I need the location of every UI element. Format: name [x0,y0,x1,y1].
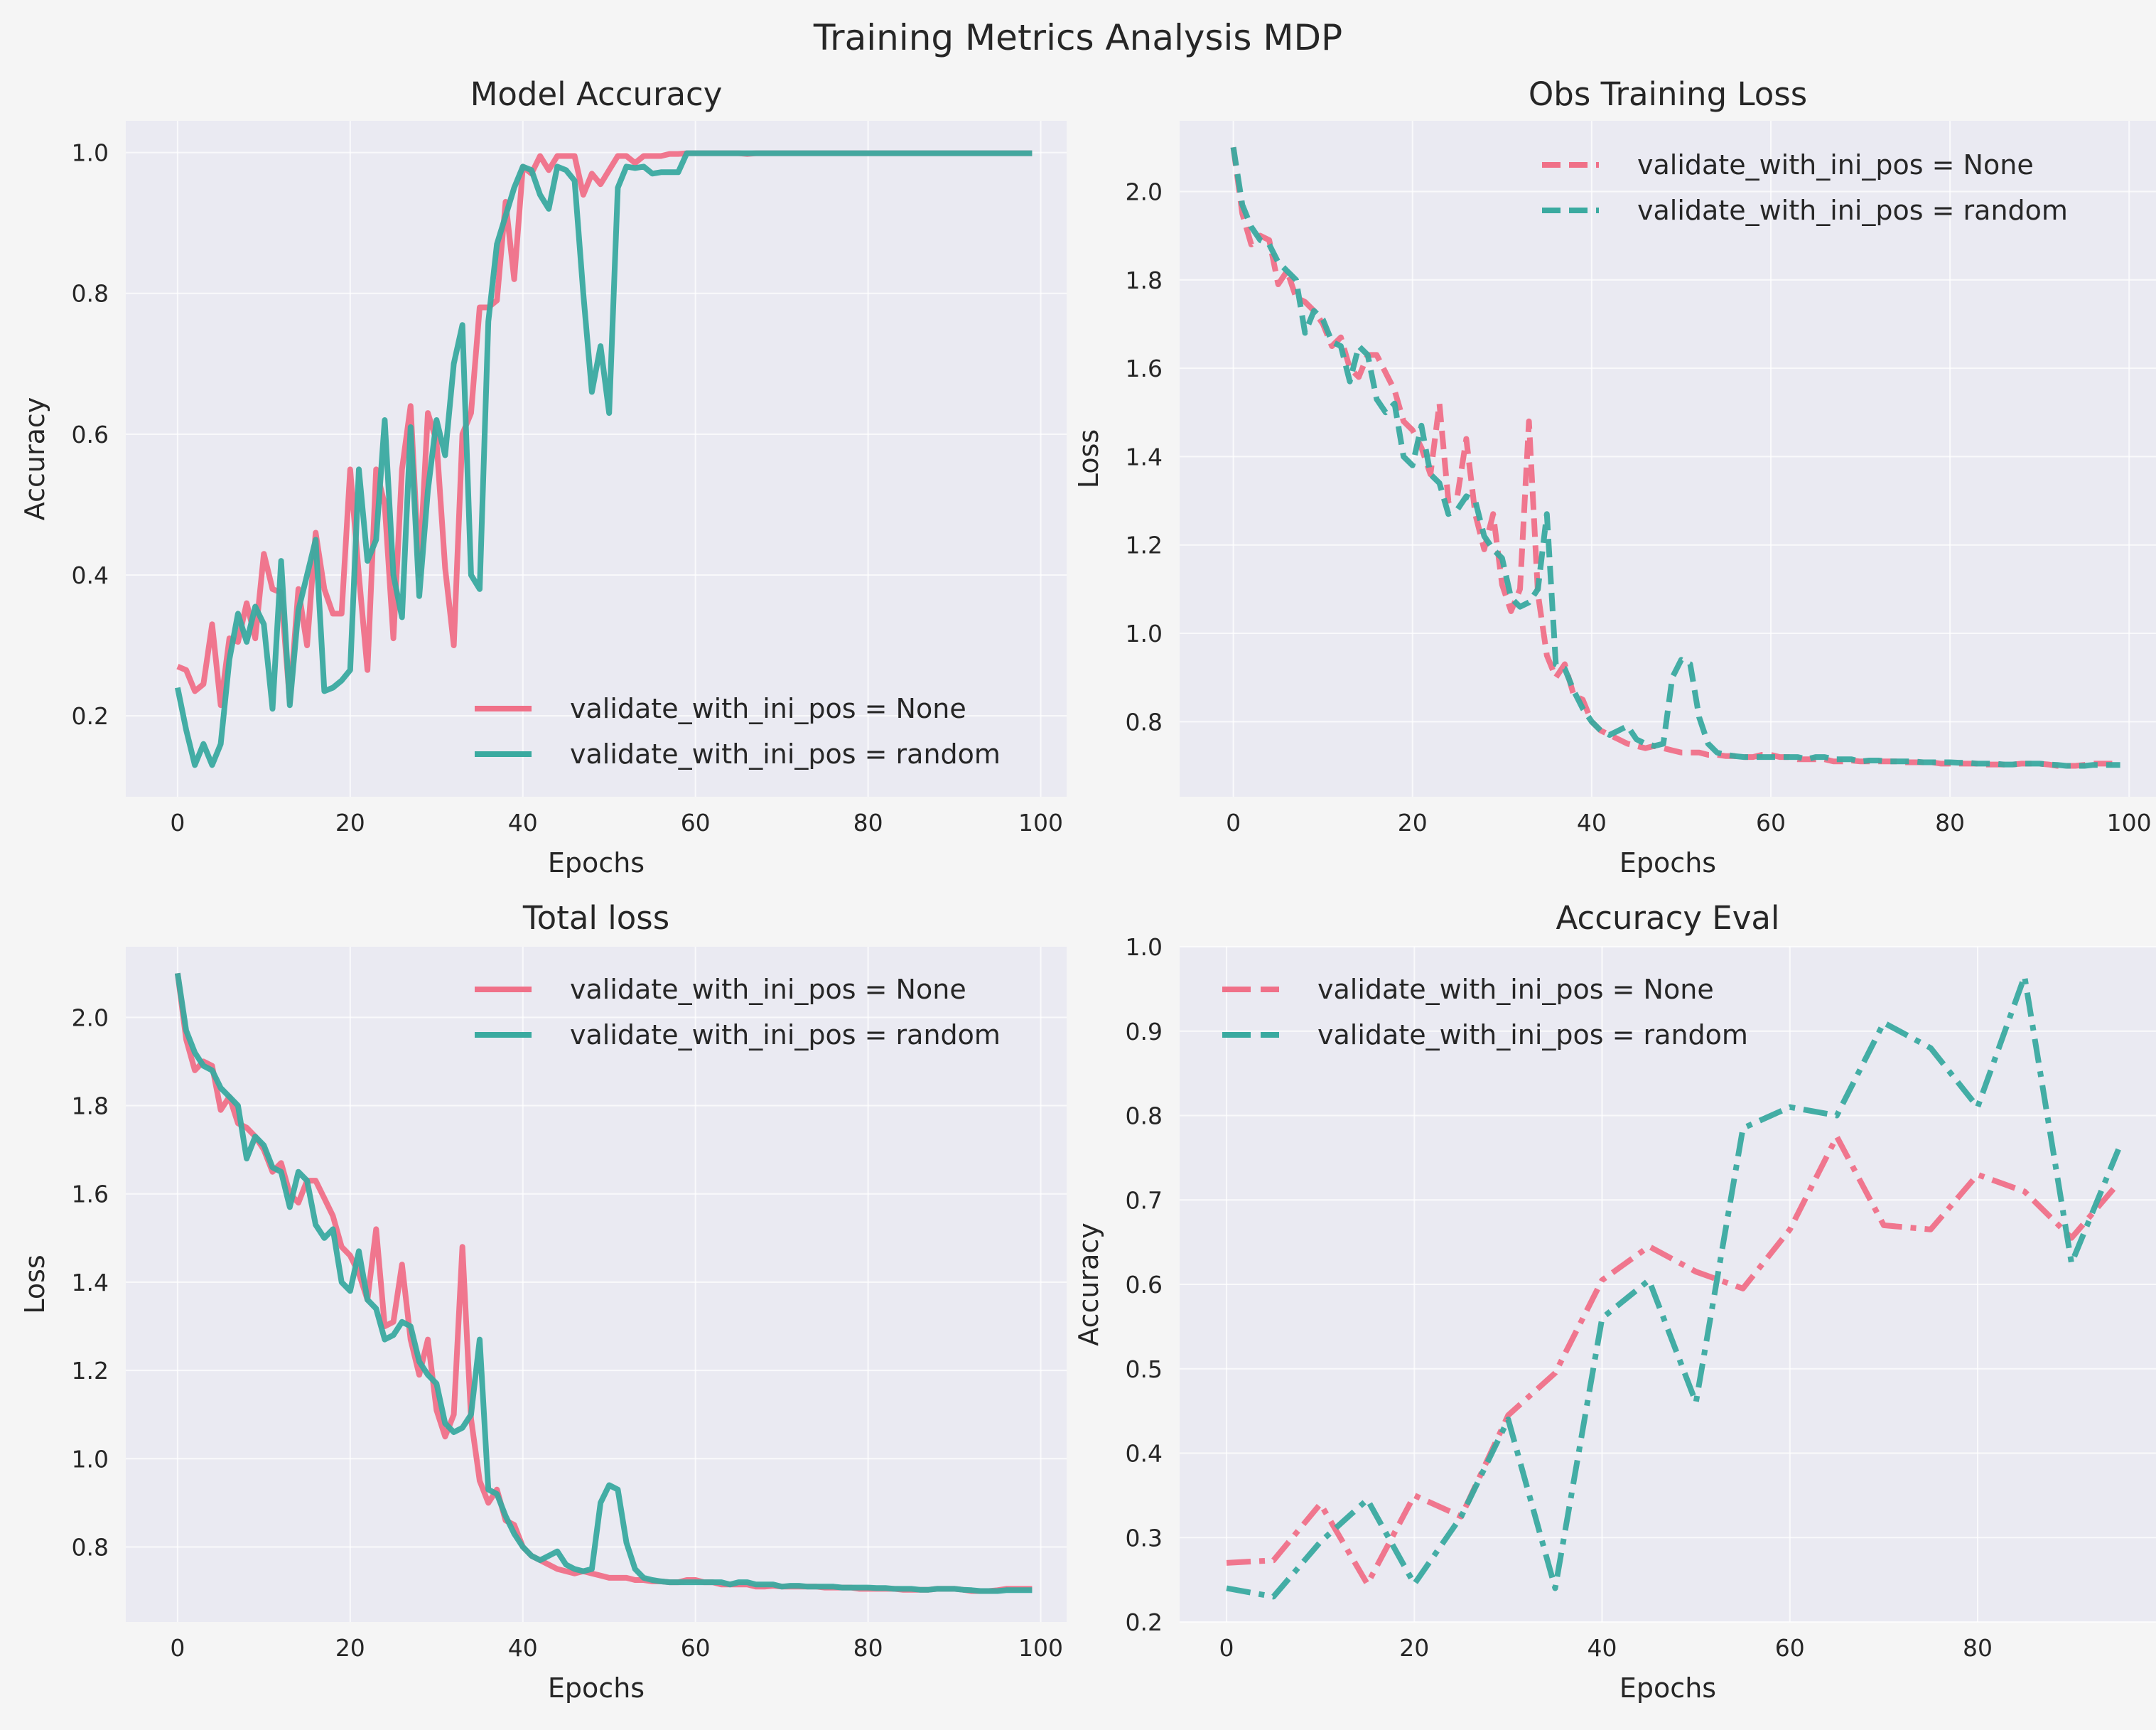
y-tick-label: 1.0 [72,1445,109,1473]
plot-area [126,947,1067,1622]
y-tick-label: 1.0 [1126,933,1163,961]
x-tick-label: 80 [853,1634,883,1662]
chart-title: Total loss [522,899,669,937]
legend: validate_with_ini_pos = None validate_wit… [475,693,1001,770]
series-line-random [1230,146,2120,769]
y-axis-label: Accuracy [19,397,50,521]
chart-panel-2: 0 20 40 60 80 100 0.8 1.0 1.2 1.4 1.6 1.8 2.0 Obs Tra… [1073,75,2156,879]
legend: validate_with_ini_pos = None validate_wit… [1542,149,2068,226]
legend-label: validate_with_ini_pos = random [1317,1019,1748,1051]
y-tick-label: 0.8 [72,280,109,308]
plot-area [1180,121,2156,797]
y-tick-label: 1.6 [1126,355,1163,382]
y-tick-label: 1.2 [72,1357,109,1385]
x-tick-label: 80 [853,809,883,837]
x-tick-label: 40 [1577,809,1607,837]
y-tick-label: 0.8 [1126,708,1163,736]
x-tick-label: 100 [1018,1634,1063,1662]
charts-container: 0 20 40 60 80 100 0.2 0.4 0.6 0.8 1.0 Model Accurac… [19,75,2156,1704]
chart-panel-4: 0 20 40 60 80 0.2 0.3 0.4 0.5 0.6 0.7 0.8 0.9 1.0 Accu… [1073,899,2156,1704]
chart-title: Model Accuracy [470,75,723,113]
y-tick-label: 0.2 [72,702,109,730]
legend-label: validate_with_ini_pos = None [570,693,966,724]
y-tick-label: 0.2 [1126,1608,1163,1636]
x-tick-label: 80 [1963,1634,1993,1662]
x-tick-label: 60 [1775,1634,1805,1662]
legend-label: validate_with_ini_pos = random [1637,195,2068,226]
x-axis-label: Epochs [548,847,645,879]
chart-title: Obs Training Loss [1529,75,1807,113]
x-tick-label: 20 [1398,809,1428,837]
legend-label: validate_with_ini_pos = random [570,1019,1001,1051]
chart-panel-3: 0 20 40 60 80 100 0.8 1.0 1.2 1.4 1.6 1.8 2.0 Total l… [19,899,1067,1704]
series-line-random [174,972,1033,1594]
y-tick-label: 0.8 [1126,1102,1163,1130]
y-tick-label: 0.6 [1126,1271,1163,1299]
y-tick-label: 1.8 [72,1092,109,1120]
y-tick-label: 1.4 [1126,443,1163,471]
chart-title: Accuracy Eval [1556,899,1780,937]
legend-label: validate_with_ini_pos = None [570,974,966,1005]
y-tick-label: 2.0 [1126,178,1163,205]
series-line-none [1226,1134,2121,1587]
x-tick-label: 100 [1018,809,1063,837]
x-tick-label: 40 [508,1634,538,1662]
y-tick-label: 1.0 [1126,620,1163,648]
x-axis-label: Epochs [548,1672,645,1704]
y-tick-label: 0.8 [72,1533,109,1561]
y-tick-label: 0.3 [1126,1524,1163,1552]
y-tick-label: 1.8 [1126,267,1163,294]
legend: validate_with_ini_pos = None validate_wit… [475,974,1001,1051]
figure-title: Training Metrics Analysis MDP [813,17,1342,58]
plot-area [126,121,1067,797]
y-tick-label: 0.5 [1126,1355,1163,1383]
x-tick-label: 60 [1756,809,1786,837]
legend-label: validate_with_ini_pos = None [1317,974,1714,1005]
series-line-random [174,150,1033,768]
x-tick-label: 20 [335,1634,365,1662]
x-tick-label: 20 [335,809,365,837]
x-tick-label: 40 [1588,1634,1617,1662]
legend: validate_with_ini_pos = None validate_wit… [1222,974,1748,1051]
y-axis-label: Loss [1073,429,1104,488]
y-tick-label: 0.9 [1126,1018,1163,1046]
x-tick-label: 0 [170,1634,185,1662]
y-tick-label: 0.6 [72,421,109,448]
y-axis-label: Loss [19,1254,50,1313]
chart-panel-1: 0 20 40 60 80 100 0.2 0.4 0.6 0.8 1.0 Model Accurac… [19,75,1067,879]
y-tick-label: 2.0 [72,1004,109,1031]
legend-label: validate_with_ini_pos = None [1637,149,2034,181]
y-axis-label: Accuracy [1073,1223,1104,1346]
y-tick-label: 1.2 [1126,532,1163,559]
x-tick-label: 100 [2107,809,2152,837]
x-axis-label: Epochs [1619,847,1716,879]
y-tick-label: 0.4 [72,562,109,589]
x-tick-label: 0 [1219,1634,1234,1662]
x-tick-label: 0 [1226,809,1241,837]
x-tick-label: 40 [508,809,538,837]
x-tick-label: 80 [1935,809,1965,837]
x-tick-label: 60 [681,1634,711,1662]
x-tick-label: 60 [681,809,711,837]
series-line-random [1226,973,2121,1600]
y-tick-label: 0.7 [1126,1186,1163,1214]
y-tick-label: 1.0 [72,139,109,167]
legend-label: validate_with_ini_pos = random [570,738,1001,770]
y-tick-label: 1.6 [72,1181,109,1208]
x-tick-label: 0 [170,809,185,837]
y-tick-label: 1.4 [72,1269,109,1296]
y-tick-label: 0.4 [1126,1440,1163,1468]
x-tick-label: 20 [1399,1634,1429,1662]
x-axis-label: Epochs [1619,1672,1716,1704]
